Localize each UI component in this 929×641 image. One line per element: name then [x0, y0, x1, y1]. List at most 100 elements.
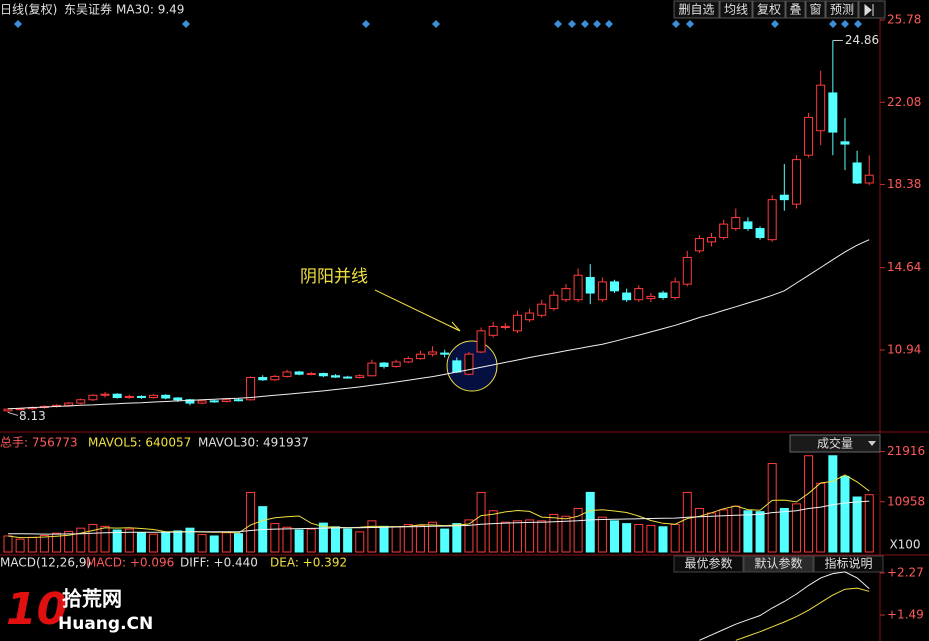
- candle-body: [391, 361, 401, 367]
- toolbar-label[interactable]: 均线: [724, 3, 748, 17]
- candle-body: [136, 395, 146, 399]
- volume-bar: [306, 528, 316, 553]
- volume-bar: [610, 520, 619, 553]
- toolbar-button[interactable]: [752, 0, 786, 19]
- candle-body: [270, 375, 280, 381]
- volume-ma-line: [7, 474, 870, 539]
- toolbar-label[interactable]: 删自选: [678, 3, 714, 17]
- unit-label: X100: [889, 538, 920, 552]
- indicator-line: [699, 571, 870, 641]
- candle-body: [318, 373, 328, 377]
- tab[interactable]: [673, 555, 744, 573]
- candle-body: [816, 84, 826, 132]
- tab[interactable]: [813, 555, 884, 573]
- volume-bar: [646, 524, 656, 553]
- volume-bar: [270, 523, 280, 553]
- volume-bar: [743, 510, 753, 553]
- candle-body: [306, 373, 316, 376]
- toolbar-label[interactable]: 预测: [830, 3, 854, 17]
- annotation-arrow: [374, 289, 459, 331]
- low-label: 8.13: [19, 409, 46, 423]
- y-tick-label: 22.08: [887, 95, 921, 109]
- dropdown-icon[interactable]: [868, 441, 876, 446]
- candle-body: [379, 362, 389, 367]
- toolbar-button[interactable]: [785, 0, 806, 19]
- candle-body: [3, 408, 13, 412]
- volume-bar: [585, 491, 595, 553]
- volume-bar: [755, 511, 765, 553]
- candle-body: [100, 393, 110, 396]
- volume-bar: [27, 536, 37, 553]
- volume-bar: [197, 534, 207, 553]
- event-marker: [568, 20, 576, 28]
- header-text: 日线(复权): [0, 3, 57, 17]
- volume-bar: [282, 526, 292, 553]
- volume-bar: [149, 533, 159, 553]
- candle-body: [525, 312, 535, 321]
- watermark-site: Huang.CN: [58, 614, 153, 634]
- toolbar-button[interactable]: [719, 0, 753, 19]
- header-text: MA30: 9.49: [116, 3, 184, 17]
- volume-ma-line: [8, 500, 870, 535]
- candle-body: [597, 281, 607, 301]
- candle-body: [355, 375, 365, 379]
- volume-bar: [331, 526, 341, 553]
- volume-bar: [355, 531, 365, 553]
- tab-label[interactable]: 默认参数: [754, 556, 802, 571]
- candle-body: [64, 402, 74, 406]
- toolbar-button[interactable]: [858, 0, 886, 19]
- selector-label[interactable]: 成交量: [817, 436, 853, 451]
- candle-body: [791, 159, 801, 205]
- event-marker: [829, 20, 837, 28]
- candle-body: [779, 194, 789, 201]
- volume-bar: [719, 509, 729, 553]
- y-tick-label: +2.27: [887, 566, 924, 580]
- candle-body: [731, 216, 741, 230]
- toolbar-button[interactable]: [825, 0, 859, 19]
- volume-bar: [415, 524, 425, 553]
- candle-body: [367, 362, 377, 377]
- candle-body: [197, 400, 207, 404]
- header-text: MAVOL5: 640057: [88, 436, 191, 450]
- volume-bar: [804, 455, 814, 553]
- volume-bar: [233, 533, 243, 553]
- event-marker: [581, 20, 589, 28]
- candle-body: [682, 256, 692, 285]
- header-text: MAVOL30: 491937: [198, 436, 309, 450]
- volume-bar: [112, 529, 122, 553]
- event-marker: [554, 20, 562, 28]
- y-tick-label: 10958: [887, 494, 925, 508]
- candle-body: [646, 295, 656, 300]
- low-leader: [7, 411, 19, 416]
- event-marker: [432, 20, 440, 28]
- candle-body: [173, 397, 183, 401]
- volume-bar: [512, 520, 522, 553]
- toolbar-label[interactable]: 复权: [757, 3, 781, 17]
- header-text: MACD: +0.096: [86, 556, 174, 570]
- selector[interactable]: [789, 434, 881, 453]
- candle-body: [488, 325, 498, 336]
- volume-bar: [161, 531, 171, 553]
- candle-body: [512, 314, 522, 332]
- event-marker: [605, 20, 613, 28]
- volume-bar: [403, 524, 413, 553]
- y-tick-label: 21916: [887, 444, 925, 458]
- volume-bar: [294, 529, 304, 553]
- toolbar-label[interactable]: 叠: [789, 3, 801, 17]
- tab-label[interactable]: 最优参数: [684, 556, 732, 571]
- candle-body: [828, 92, 838, 133]
- tab[interactable]: [743, 555, 814, 573]
- volume-bar: [561, 515, 571, 553]
- volume-bar: [828, 455, 838, 553]
- toolbar-button[interactable]: [673, 0, 720, 19]
- candle-body: [209, 400, 219, 403]
- volume-bar: [464, 519, 474, 553]
- candle-body: [403, 358, 413, 363]
- volume-bar: [525, 519, 535, 553]
- event-marker: [362, 20, 370, 28]
- volume-bar: [622, 523, 632, 553]
- toolbar-button[interactable]: [805, 0, 826, 19]
- volume-bar: [39, 535, 49, 553]
- toolbar-label[interactable]: 窗: [809, 3, 821, 17]
- tab-label[interactable]: 指标说明: [824, 556, 872, 571]
